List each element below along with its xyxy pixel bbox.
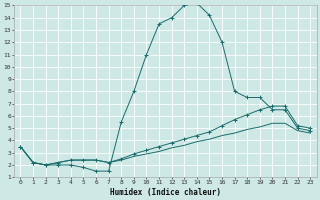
X-axis label: Humidex (Indice chaleur): Humidex (Indice chaleur)	[110, 188, 221, 197]
